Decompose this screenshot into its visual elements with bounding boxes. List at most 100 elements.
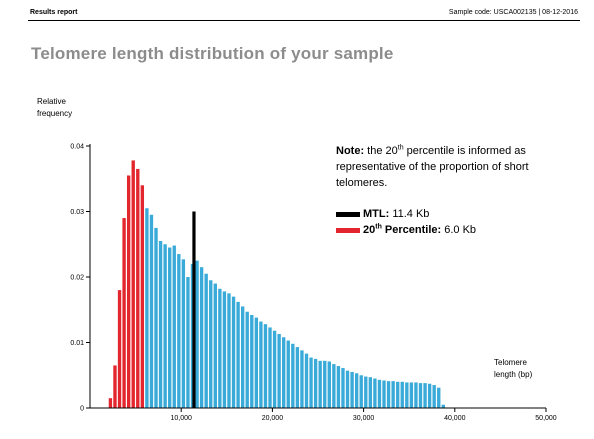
histogram-bar <box>240 306 245 408</box>
histogram-bar <box>199 267 204 408</box>
histogram-bar <box>136 168 140 408</box>
histogram-bar <box>131 160 135 408</box>
histogram-bar <box>341 368 345 408</box>
page-title: Telomere length distribution of your sam… <box>31 44 394 63</box>
histogram-bar <box>295 347 300 408</box>
histogram-bar <box>327 361 331 408</box>
histogram-bar <box>368 377 373 408</box>
histogram-bar <box>122 218 126 408</box>
histogram-bar <box>236 301 240 408</box>
x-tick-label: 30,000 <box>353 415 375 422</box>
histogram-bar <box>309 357 313 408</box>
histogram-bar <box>218 288 222 408</box>
histogram-bar <box>163 244 167 408</box>
histogram-bar <box>396 381 400 408</box>
note-bold-label: Note: <box>336 145 365 157</box>
x-tick-label: 40,000 <box>444 415 466 422</box>
histogram-bar <box>391 381 395 408</box>
histogram-bar <box>245 311 249 408</box>
histogram-bar <box>423 383 427 408</box>
legend-pct-label-part2: Percentile: <box>381 224 442 236</box>
note-text-sup: th <box>397 144 404 152</box>
histogram-bar <box>209 280 213 408</box>
histogram-bar <box>149 214 154 408</box>
histogram-bar <box>154 227 158 409</box>
histogram-bar <box>263 324 268 408</box>
note-text-part2: percentile is informed as representative… <box>336 145 529 189</box>
histogram-bar <box>354 373 359 408</box>
histogram-bar <box>427 383 432 408</box>
histogram-bar <box>332 364 336 408</box>
histogram-bar <box>377 379 382 408</box>
histogram-bar <box>386 381 391 408</box>
histogram-bar <box>259 321 263 408</box>
x-axis-label: Telomere length (bp) <box>494 358 533 379</box>
percentile-note: Note: the 20th percentile is informed as… <box>336 143 566 191</box>
histogram-bar <box>414 382 418 408</box>
y-axis-label: Relative frequency <box>37 97 73 118</box>
mtl-marker-line <box>192 211 196 408</box>
histogram-bar <box>204 273 208 408</box>
legend-pct-label-sup: th <box>375 223 382 231</box>
legend-pct-value: 6.0 Kb <box>441 224 477 236</box>
histogram-bar <box>373 378 377 408</box>
histogram-bar <box>432 385 436 408</box>
report-header: Results report Sample code: USCA002135 |… <box>28 8 580 21</box>
histogram-bar <box>213 283 217 408</box>
histogram-bar <box>364 376 368 408</box>
report-section-label: Results report <box>30 9 78 16</box>
note-text-part1: the 20 <box>364 145 398 157</box>
histogram-bar <box>313 358 318 409</box>
histogram-bar <box>350 371 354 408</box>
sample-code-label: Sample code: USCA002135 | 08-12-2016 <box>448 9 578 16</box>
x-tick-label: 20,000 <box>262 415 284 422</box>
histogram-bar <box>117 290 122 408</box>
histogram-bar <box>418 383 423 408</box>
y-tick-label: 0.04 <box>70 144 84 151</box>
histogram-bar <box>231 296 236 408</box>
histogram-bar <box>336 366 341 408</box>
legend-swatch-percentile <box>336 228 360 233</box>
histogram-bar <box>227 293 231 409</box>
legend-mtl-label: MTL: <box>363 208 390 220</box>
histogram-bar <box>272 330 277 408</box>
y-tick-label: 0.01 <box>70 340 84 347</box>
histogram-bar <box>382 380 386 408</box>
y-tick-label: 0.03 <box>70 209 84 216</box>
histogram-bar <box>300 350 304 408</box>
histogram-bar <box>282 337 286 408</box>
histogram-bar <box>345 370 350 408</box>
histogram-bar <box>318 360 322 408</box>
histogram-bar <box>291 343 295 408</box>
histogram-bar <box>359 375 363 408</box>
histogram-bar <box>158 240 163 408</box>
histogram-bar <box>145 208 149 408</box>
legend-pct-label-part1: 20 <box>363 224 376 236</box>
histogram-bar <box>437 387 441 408</box>
histogram-bar <box>405 382 409 408</box>
histogram-bar <box>126 175 131 408</box>
histogram-bar <box>140 185 145 408</box>
histogram-bar <box>177 254 181 408</box>
histogram-bar <box>304 353 309 408</box>
histogram-bar <box>268 327 272 408</box>
histogram-bar <box>441 404 445 408</box>
histogram-bar <box>286 340 290 408</box>
histogram-bar <box>168 247 172 408</box>
histogram-bar <box>254 317 259 408</box>
histogram-bar <box>195 260 199 409</box>
histogram-bar <box>250 314 254 408</box>
y-tick-label: 0.02 <box>70 275 84 282</box>
histogram-bar <box>181 259 186 408</box>
histogram-bar <box>172 245 176 408</box>
y-tick-label: 0 <box>80 406 84 413</box>
histogram-bar <box>186 277 190 408</box>
histogram-bar <box>277 333 281 408</box>
histogram-bar <box>400 381 404 408</box>
x-tick-label: 10,000 <box>170 415 192 422</box>
histogram-bar <box>409 382 414 408</box>
histogram-bar <box>108 398 113 408</box>
histogram-bar <box>222 291 227 408</box>
histogram-bar <box>323 360 327 408</box>
